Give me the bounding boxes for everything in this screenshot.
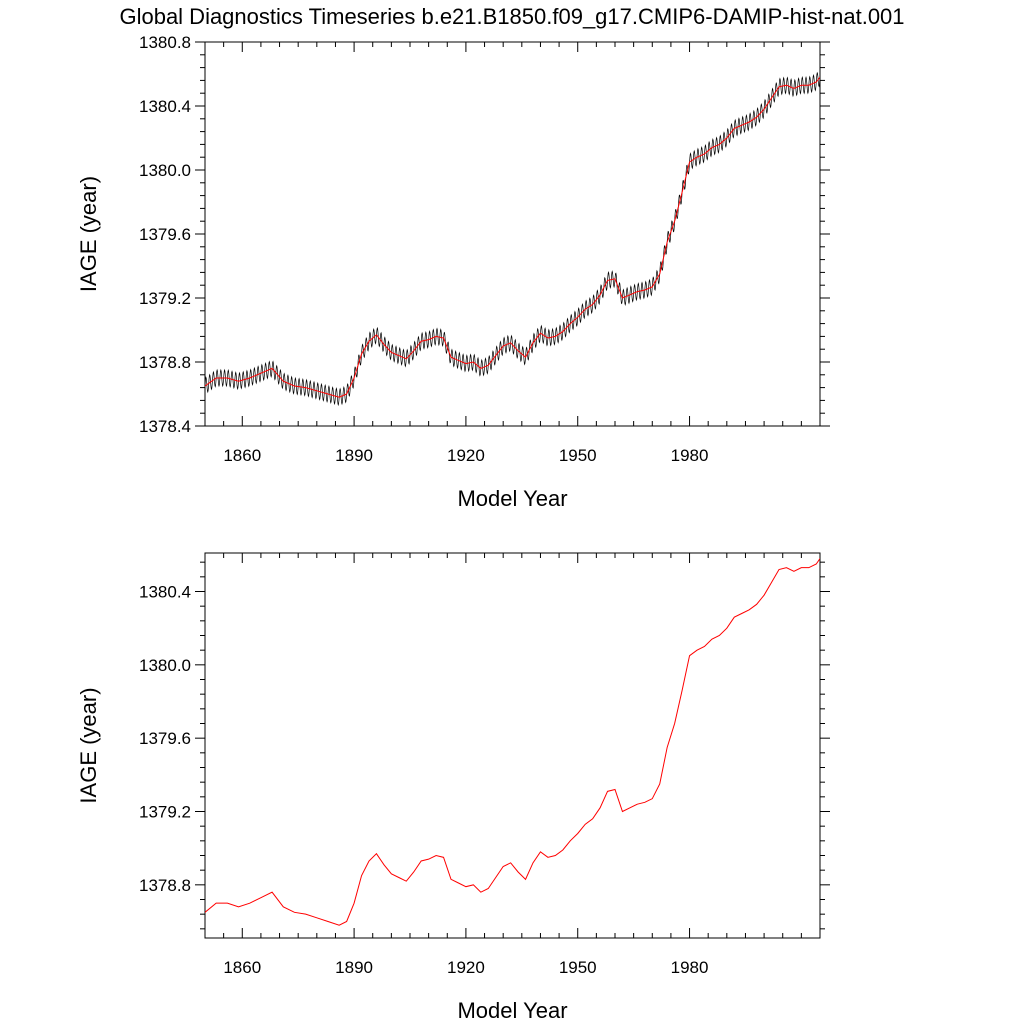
bottom-series-group [205, 558, 820, 926]
x-tick-label: 1860 [223, 958, 261, 977]
x-tick-label: 1920 [447, 446, 485, 465]
x-tick-label: 1920 [447, 958, 485, 977]
bottom-y-axis-title: IAGE (year) [76, 687, 101, 803]
raw-series-line [205, 71, 820, 407]
x-tick-label: 1980 [671, 958, 709, 977]
bottom-x-axis-title: Model Year [457, 998, 567, 1023]
top-panel: 1860 1890 1920 1950 1980 1378.4 1378.8 1379.2 13… [76, 33, 830, 511]
top-x-axis-title: Model Year [457, 486, 567, 511]
y-tick-label: 1379.6 [139, 729, 191, 748]
y-tick-label: 1380.8 [139, 33, 191, 52]
top-series-group [205, 71, 820, 407]
y-tick-label: 1380.0 [139, 161, 191, 180]
y-tick-label: 1380.4 [139, 583, 191, 602]
bottom-axis-ticks: 1860 1890 1920 1950 1980 1378.8 1379.2 1379.6 13… [139, 553, 830, 977]
y-tick-label: 1379.6 [139, 225, 191, 244]
bottom-plot-frame [204, 552, 821, 939]
x-tick-label: 1950 [559, 958, 597, 977]
x-tick-label: 1860 [223, 446, 261, 465]
x-tick-label: 1950 [559, 446, 597, 465]
y-tick-label: 1380.0 [139, 656, 191, 675]
y-tick-label: 1379.2 [139, 803, 191, 822]
x-tick-label: 1980 [671, 446, 709, 465]
x-tick-label: 1890 [335, 958, 373, 977]
bottom-panel: 1860 1890 1920 1950 1980 1378.8 1379.2 1379.6 13… [76, 552, 830, 1023]
figure-title: Global Diagnostics Timeseries b.e21.B185… [119, 4, 904, 29]
top-plot-frame [204, 41, 821, 427]
y-tick-label: 1378.8 [139, 353, 191, 372]
top-y-axis-title: IAGE (year) [76, 176, 101, 292]
y-tick-label: 1378.4 [139, 417, 191, 436]
y-tick-label: 1379.2 [139, 289, 191, 308]
top-axis-ticks: 1860 1890 1920 1950 1980 1378.4 1378.8 1379.2 13… [139, 33, 830, 465]
smoothed-series-line [205, 76, 820, 398]
smoothed-series-line [205, 558, 820, 926]
y-tick-label: 1378.8 [139, 876, 191, 895]
y-tick-label: 1380.4 [139, 97, 191, 116]
x-tick-label: 1890 [335, 446, 373, 465]
